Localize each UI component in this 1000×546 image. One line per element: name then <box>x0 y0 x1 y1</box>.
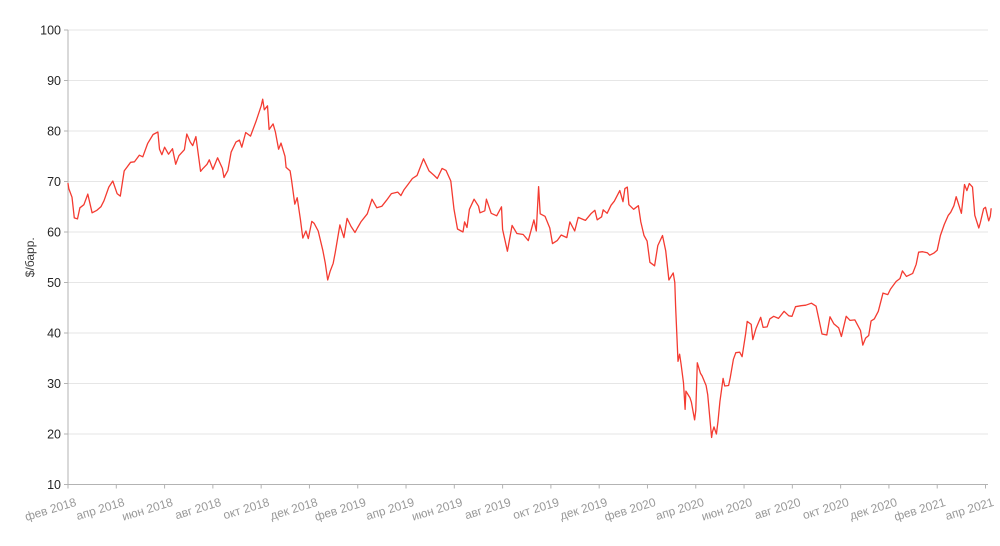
x-tick-label: фев 2019 <box>313 495 368 524</box>
x-tick-label: апр 2019 <box>364 495 416 523</box>
x-tick-label: дек 2018 <box>268 495 319 523</box>
x-tick-label: авг 2018 <box>173 495 223 522</box>
y-tick-label: 50 <box>47 276 61 290</box>
y-tick-label: 100 <box>40 24 61 38</box>
x-tick-label: окт 2020 <box>801 495 851 522</box>
x-tick-label: дек 2020 <box>848 495 899 523</box>
x-tick-label: фев 2021 <box>892 495 947 524</box>
y-tick-label: 30 <box>47 377 61 391</box>
x-tick-label: июн 2018 <box>120 495 174 524</box>
x-tick-label: апр 2020 <box>654 495 706 523</box>
x-tick-label: авг 2020 <box>753 495 803 522</box>
x-tick-label: окт 2019 <box>511 495 561 522</box>
y-tick-label: 80 <box>47 125 61 139</box>
y-tick-label: 40 <box>47 327 61 341</box>
x-tick-label: фев 2020 <box>603 495 658 524</box>
y-tick-label: 20 <box>47 428 61 442</box>
x-tick-label: июн 2020 <box>700 495 754 524</box>
y-tick-label: 70 <box>47 175 61 189</box>
price-line-series <box>67 98 992 439</box>
y-axis-ticks: 10 20 30 40 50 60 70 80 90 100 <box>40 24 68 492</box>
y-axis-title: $/барр. <box>23 237 37 277</box>
y-tick-label: 10 <box>47 478 61 492</box>
x-tick-label: фев 2018 <box>23 495 78 524</box>
x-tick-label: окт 2018 <box>221 495 271 522</box>
x-tick-label: июн 2019 <box>410 495 464 524</box>
x-tick-label: апр 2021 <box>944 495 996 523</box>
gridlines <box>68 29 988 435</box>
y-tick-label: 90 <box>47 74 61 88</box>
x-tick-label: дек 2019 <box>558 495 609 523</box>
x-tick-label: апр 2018 <box>74 495 126 523</box>
y-tick-label: 60 <box>47 226 61 240</box>
x-tick-label: авг 2019 <box>463 495 513 522</box>
